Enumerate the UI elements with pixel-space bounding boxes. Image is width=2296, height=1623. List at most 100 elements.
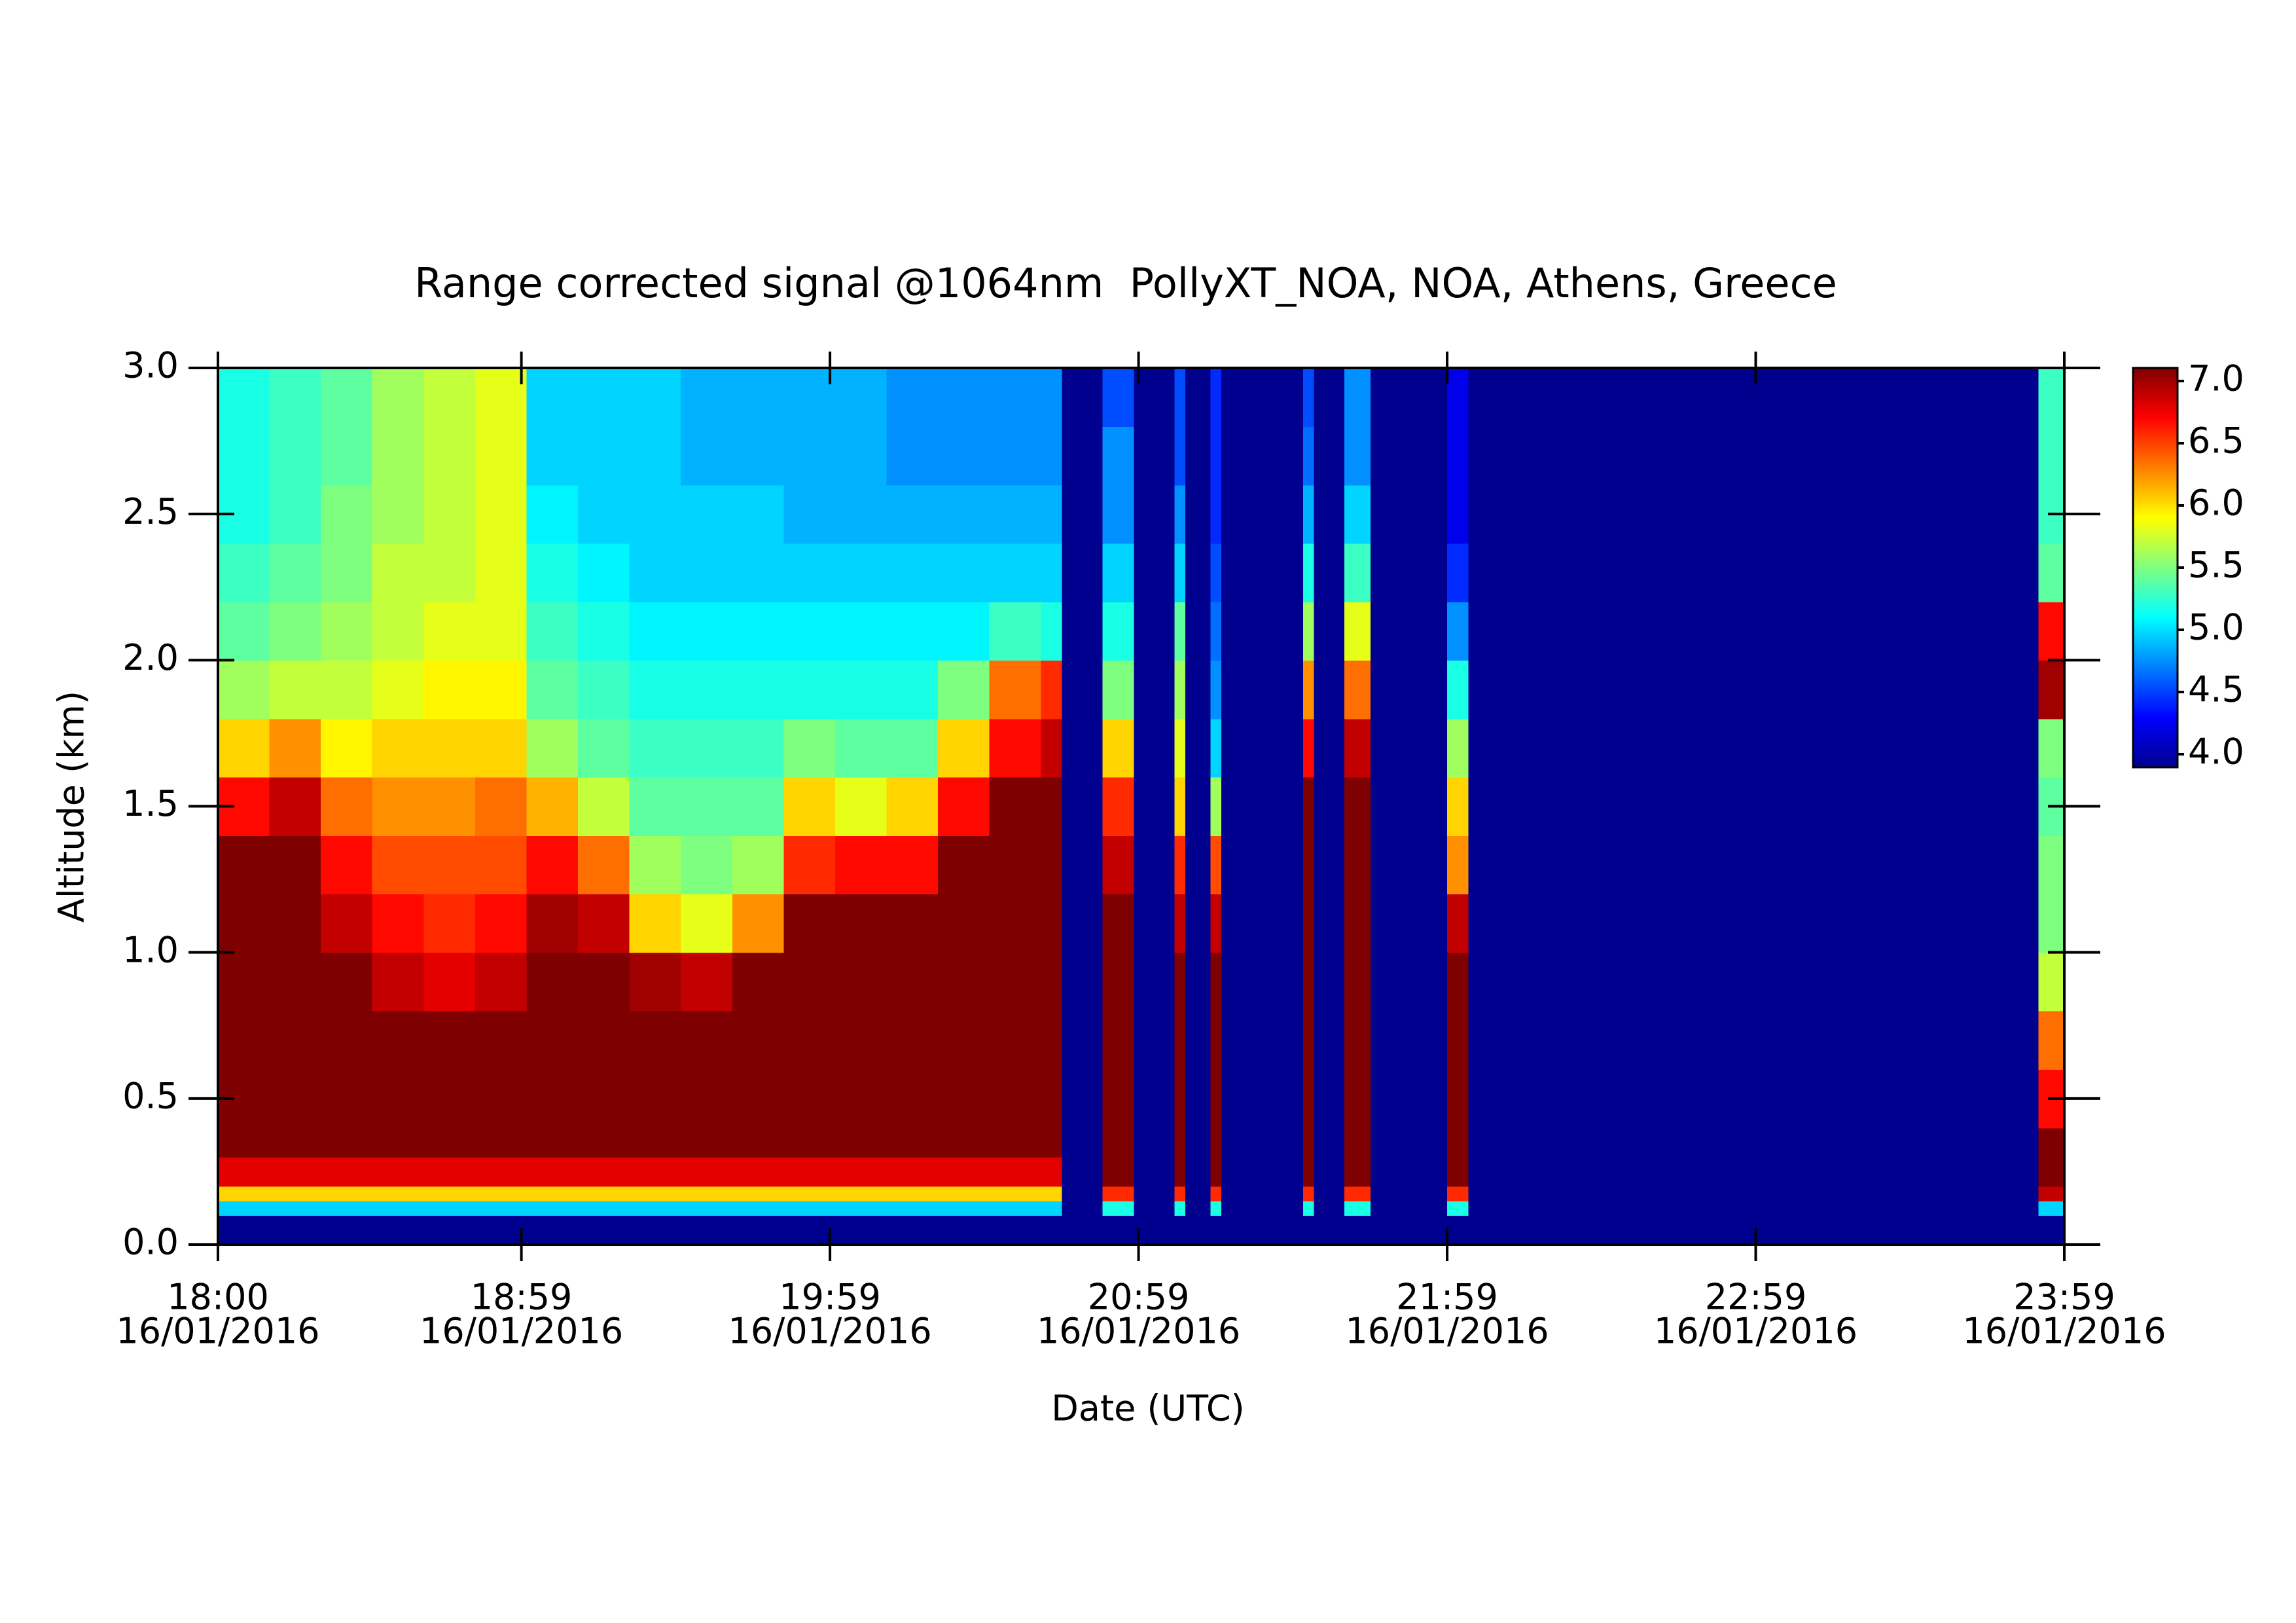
heatmap-cell bbox=[989, 660, 1042, 720]
heatmap-cell bbox=[783, 835, 836, 895]
heatmap-cell bbox=[834, 368, 888, 428]
heatmap-cell bbox=[938, 835, 990, 895]
heatmap-cell bbox=[475, 1157, 528, 1187]
heatmap-cell bbox=[578, 543, 630, 602]
heatmap-cell bbox=[1447, 1157, 1469, 1187]
heatmap-cell bbox=[629, 368, 682, 428]
heatmap-cell bbox=[1041, 1157, 1062, 1187]
heatmap-cell bbox=[938, 1201, 990, 1216]
heatmap-cell bbox=[1447, 835, 1469, 895]
heatmap-cell bbox=[886, 952, 939, 1012]
heatmap-cell bbox=[886, 368, 939, 428]
heatmap-cell bbox=[1447, 1069, 1469, 1129]
heatmap-cell bbox=[578, 1157, 630, 1187]
heatmap-cell bbox=[938, 1157, 990, 1187]
heatmap-cell bbox=[1174, 368, 1186, 428]
heatmap-cell bbox=[886, 602, 939, 661]
heatmap-cell bbox=[938, 660, 990, 720]
heatmap-cell bbox=[578, 776, 630, 836]
heatmap-cell bbox=[526, 1127, 579, 1158]
heatmap-cell bbox=[1102, 602, 1134, 661]
heatmap-cell bbox=[423, 1215, 476, 1245]
heatmap-cell bbox=[526, 660, 579, 720]
colorbar-tick-label: 4.0 bbox=[2188, 731, 2244, 773]
heatmap-cell bbox=[732, 368, 785, 428]
colorbar-tick-label: 6.5 bbox=[2188, 420, 2244, 462]
heatmap-cell bbox=[526, 1010, 579, 1070]
x-tick-date-label: 16/01/2016 bbox=[1962, 1311, 2166, 1352]
chart-title: Range corrected signal @1064nm PollyXT_N… bbox=[414, 259, 1837, 307]
heatmap-cell bbox=[681, 484, 733, 544]
heatmap-cell bbox=[629, 484, 682, 544]
heatmap-cell bbox=[321, 602, 373, 661]
heatmap-cell bbox=[681, 1201, 733, 1216]
heatmap-cell bbox=[1102, 952, 1134, 1012]
heatmap-cell bbox=[783, 894, 836, 953]
heatmap-cell bbox=[732, 660, 785, 720]
heatmap-cell bbox=[938, 543, 990, 602]
x-axis-label: Date (UTC) bbox=[1051, 1388, 1244, 1429]
heatmap-cell bbox=[475, 1201, 528, 1216]
heatmap-cell bbox=[578, 894, 630, 953]
heatmap-cell bbox=[732, 776, 785, 836]
heatmap-cell bbox=[526, 1069, 579, 1129]
heatmap-cell bbox=[1210, 952, 1222, 1012]
heatmap-cell bbox=[578, 952, 630, 1012]
heatmap-cell bbox=[989, 1201, 1042, 1216]
heatmap-cell bbox=[526, 952, 579, 1012]
heatmap-cell bbox=[989, 426, 1042, 486]
heatmap-cell bbox=[834, 426, 888, 486]
heatmap-cell bbox=[218, 1186, 270, 1201]
heatmap-cell bbox=[886, 1127, 939, 1158]
heatmap-cell bbox=[1210, 543, 1222, 602]
heatmap-cell bbox=[269, 1010, 321, 1070]
heatmap-cell bbox=[989, 1157, 1042, 1187]
heatmap-cell bbox=[269, 776, 321, 836]
heatmap-cell bbox=[834, 484, 888, 544]
heatmap-cell bbox=[269, 1186, 321, 1201]
x-tick-label: 22:59 bbox=[1705, 1277, 1807, 1318]
heatmap-cell bbox=[834, 1069, 888, 1129]
heatmap-cell bbox=[321, 1215, 373, 1245]
heatmap-cell bbox=[1447, 368, 1469, 428]
heatmap-cell bbox=[218, 1157, 270, 1187]
heatmap-cell bbox=[423, 718, 476, 778]
y-tick-label: 1.0 bbox=[122, 929, 179, 970]
heatmap-cell bbox=[989, 1010, 1042, 1070]
heatmap-cell bbox=[423, 1186, 476, 1201]
heatmap-cell bbox=[1210, 1186, 1222, 1201]
heatmap-cell bbox=[681, 368, 733, 428]
heatmap-cell bbox=[989, 484, 1042, 544]
heatmap-cell bbox=[1210, 894, 1222, 953]
heatmap-cell bbox=[886, 718, 939, 778]
heatmap-cell bbox=[1174, 1010, 1186, 1070]
heatmap-cell bbox=[269, 426, 321, 486]
heatmap-cell bbox=[423, 1069, 476, 1129]
heatmap-cell bbox=[321, 1069, 373, 1129]
colorbar bbox=[2132, 367, 2179, 769]
heatmap-cell bbox=[1210, 1010, 1222, 1070]
heatmap-cell bbox=[629, 718, 682, 778]
heatmap-cell bbox=[1174, 952, 1186, 1012]
heatmap-cell bbox=[1041, 894, 1062, 953]
heatmap-cell bbox=[2038, 952, 2065, 1012]
heatmap-cell bbox=[1041, 1201, 1062, 1216]
heatmap-cell bbox=[372, 426, 425, 486]
heatmap-cell bbox=[938, 426, 990, 486]
heatmap-cell bbox=[1447, 1201, 1469, 1216]
heatmap-cell bbox=[423, 776, 476, 836]
heatmap-cell bbox=[1041, 426, 1062, 486]
heatmap-cell bbox=[372, 835, 425, 895]
heatmap-cell bbox=[1344, 543, 1371, 602]
heatmap-cell bbox=[1102, 1201, 1134, 1216]
heatmap-cell bbox=[1303, 835, 1314, 895]
heatmap-cell bbox=[1447, 543, 1469, 602]
y-axis-label: Altitude (km) bbox=[51, 691, 92, 922]
heatmap-cell bbox=[2038, 835, 2065, 895]
heatmap-cell bbox=[1303, 1201, 1314, 1216]
heatmap-cell bbox=[218, 543, 270, 602]
heatmap-cell bbox=[732, 1186, 785, 1201]
heatmap-cell bbox=[321, 718, 373, 778]
x-tick-date-label: 16/01/2016 bbox=[1345, 1311, 1549, 1352]
